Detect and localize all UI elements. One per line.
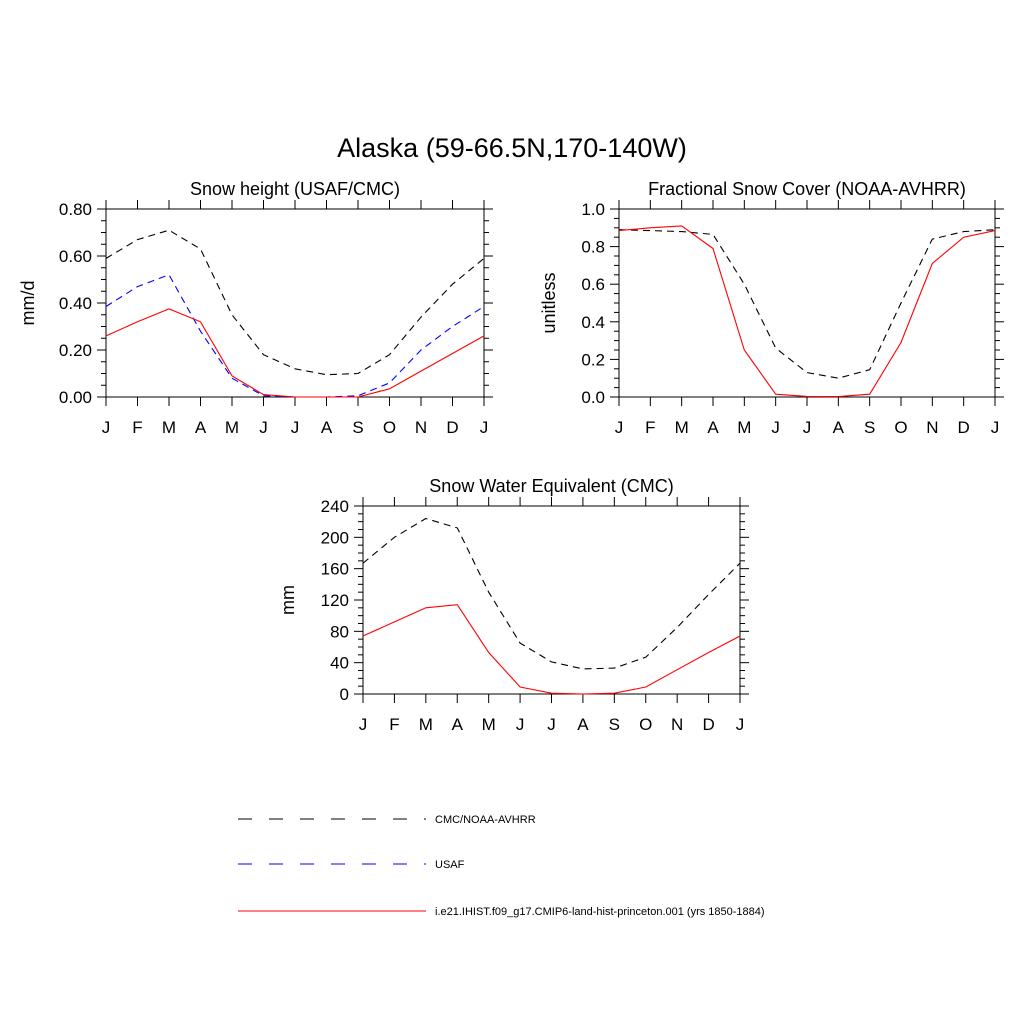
y-axis-label: mm/d <box>18 281 38 326</box>
x-tick-label: J <box>547 715 556 734</box>
series-line-2 <box>105 274 485 398</box>
chart-panel-2: Fractional Snow Cover (NOAA-AVHRR) unitle… <box>539 179 1004 437</box>
y-axis-label: mm <box>278 585 298 615</box>
x-tick-label: J <box>736 715 745 734</box>
x-tick-label: M <box>675 418 689 437</box>
x-tick-label: M <box>737 418 751 437</box>
x-tick-label: J <box>516 715 525 734</box>
x-tick-label: F <box>132 418 142 437</box>
chart-panel-1: Snow height (USAF/CMC)mm/dJ F M A M J J A S O N D J0… <box>18 179 493 437</box>
x-tick-label: A <box>707 418 719 437</box>
x-tick-label: J <box>615 418 624 437</box>
x-tick-label: J <box>102 418 111 437</box>
chart-legend: CMC/NOAA-AVHRR USAF i.e21.IHIST.f09_g17.CM… <box>238 814 765 918</box>
series-line-1 <box>362 517 741 670</box>
x-tick-label: J <box>259 418 268 437</box>
legend-entry-2: USAF <box>238 859 465 871</box>
x-tick-label: N <box>926 418 938 437</box>
y-tick-label: 40 <box>330 654 349 673</box>
y-tick-label: 1.0 <box>581 200 605 219</box>
x-tick-label: D <box>702 715 714 734</box>
y-tick-label: 0.6 <box>581 275 605 294</box>
x-tick-label: N <box>415 418 427 437</box>
x-tick-label: O <box>639 715 652 734</box>
y-tick-label: 80 <box>330 622 349 641</box>
y-tick-label: 0.60 <box>59 247 92 266</box>
panel-title: Snow height (USAF/CMC) <box>190 179 400 199</box>
x-tick-label: A <box>321 418 333 437</box>
x-tick-label: M <box>419 715 433 734</box>
y-tick-label: 0.8 <box>581 238 605 257</box>
x-tick-label: J <box>359 715 368 734</box>
y-tick-label: 200 <box>321 528 349 547</box>
x-tick-label: J <box>291 418 300 437</box>
x-tick-label: J <box>803 418 812 437</box>
y-tick-label: 0.80 <box>59 200 92 219</box>
series-line-1 <box>105 229 485 376</box>
figure-title: Alaska (59-66.5N,170-140W) <box>337 133 687 163</box>
y-tick-label: 0.4 <box>581 313 605 332</box>
legend-label: i.e21.IHIST.f09_g17.CMIP6-land-hist-prin… <box>435 906 765 918</box>
x-tick-label: M <box>482 715 496 734</box>
x-tick-label: S <box>609 715 620 734</box>
x-tick-label: S <box>352 418 363 437</box>
x-tick-label: A <box>452 715 464 734</box>
chart-panels: Snow height (USAF/CMC)mm/dJ F M A M J J A S O N D J0… <box>18 179 1004 734</box>
y-axis-ticks: 0.00 0.20 0.40 0.60 0.80 <box>59 200 493 407</box>
x-tick-label: O <box>894 418 907 437</box>
x-tick-label: J <box>771 418 780 437</box>
chart-panel-3: Snow Water Equivalent (CMC)mmJ F M A M J J A S O N… <box>278 476 749 734</box>
series-line-2 <box>362 604 741 695</box>
y-tick-label: 0.20 <box>59 341 92 360</box>
x-tick-label: A <box>195 418 207 437</box>
x-tick-label: F <box>645 418 655 437</box>
legend-entry-3: i.e21.IHIST.f09_g17.CMIP6-land-hist-prin… <box>238 906 765 918</box>
legend-label: USAF <box>435 859 465 871</box>
x-tick-label: D <box>958 418 970 437</box>
x-tick-label: J <box>991 418 1000 437</box>
y-tick-label: 0 <box>340 685 349 704</box>
series-line-1 <box>618 229 996 379</box>
y-tick-label: 120 <box>321 591 349 610</box>
panel-title: Snow Water Equivalent (CMC) <box>429 476 673 496</box>
series-line-2 <box>618 225 996 398</box>
x-tick-label: M <box>162 418 176 437</box>
series-line-3 <box>105 308 485 398</box>
x-tick-label: S <box>864 418 875 437</box>
x-tick-label: O <box>383 418 396 437</box>
legend-entry-1: CMC/NOAA-AVHRR <box>238 814 536 826</box>
y-tick-label: 0.2 <box>581 350 605 369</box>
y-tick-label: 160 <box>321 560 349 579</box>
panel-title: Fractional Snow Cover (NOAA-AVHRR) <box>648 179 966 199</box>
y-axis-ticks: 0 40 80 120 160 200 240 <box>321 497 749 704</box>
x-tick-label: F <box>389 715 399 734</box>
y-tick-label: 0.40 <box>59 294 92 313</box>
x-tick-label: N <box>671 715 683 734</box>
y-axis-ticks: 0.0 0.2 0.4 0.6 0.8 1.0 <box>581 200 1004 407</box>
x-tick-label: D <box>446 418 458 437</box>
plot-frame <box>618 208 996 398</box>
y-tick-label: 240 <box>321 497 349 516</box>
x-tick-label: A <box>833 418 845 437</box>
y-axis-label: unitless <box>539 272 559 333</box>
x-tick-label: M <box>225 418 239 437</box>
x-tick-label: J <box>480 418 489 437</box>
legend-label: CMC/NOAA-AVHRR <box>435 814 536 826</box>
y-tick-label: 0.0 <box>581 388 605 407</box>
y-tick-label: 0.00 <box>59 388 92 407</box>
x-tick-label: A <box>577 715 589 734</box>
